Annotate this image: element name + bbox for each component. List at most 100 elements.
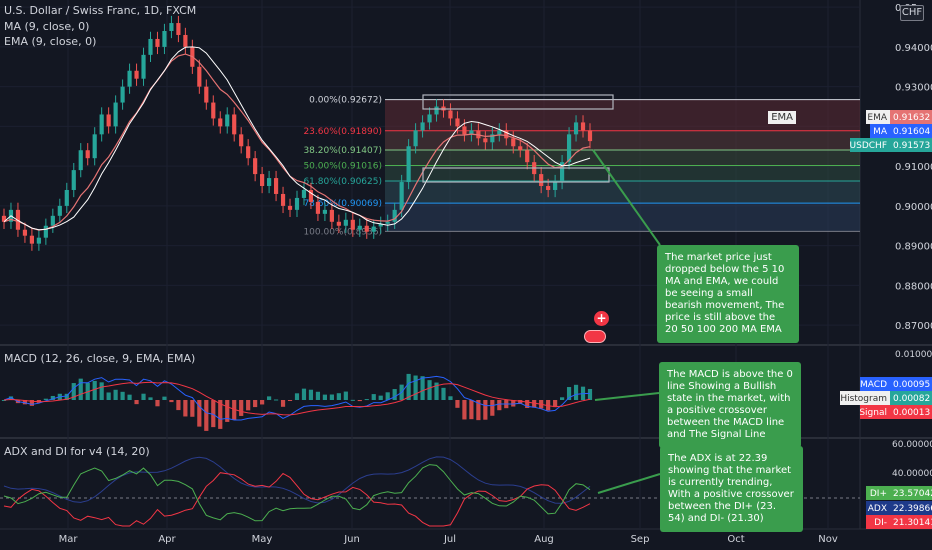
candle-body	[315, 201, 321, 214]
histogram-tag-value: 0.00082	[893, 394, 930, 404]
candle-body	[322, 209, 327, 214]
macd-histogram-bar	[546, 400, 551, 411]
candle-body	[162, 31, 167, 47]
macd-annotation: The MACD is above the 0 line Showing a B…	[659, 362, 801, 448]
fib-level-label: 38.20%(0.91407)	[303, 146, 382, 156]
macd-histogram-bar	[8, 396, 14, 400]
resistance-box	[422, 94, 614, 110]
macd-histogram-bar	[43, 398, 48, 400]
macd-histogram-bar	[343, 391, 348, 400]
symbol-title: U.S. Dollar / Swiss Franc, 1D, FXCM	[4, 4, 197, 17]
candle-body	[434, 106, 439, 115]
macd-histogram-bar	[469, 400, 474, 420]
di-minus-line	[3, 472, 591, 527]
ema-tag-value: 0.91632	[893, 113, 930, 123]
ema-tag-name: EMA	[867, 113, 887, 123]
candle-body	[357, 225, 362, 230]
signal-tag-value: 0.00013	[893, 408, 930, 418]
macd-histogram-bar	[350, 399, 355, 401]
candle-body	[260, 174, 265, 187]
currency-button[interactable]: CHF	[900, 5, 924, 21]
macd-histogram-bar	[511, 400, 516, 407]
candle-body	[308, 189, 314, 202]
macd-histogram-bar	[420, 376, 425, 400]
fib-zone	[385, 165, 860, 182]
macd-histogram-bar	[441, 387, 446, 400]
macd-histogram-bar	[134, 400, 139, 405]
macd-histogram-bar	[497, 400, 502, 411]
candle-body	[85, 150, 90, 159]
price-tag-name: USDCHF	[850, 141, 887, 151]
macd-histogram-bar	[406, 373, 411, 400]
signal-tag-name-bg	[860, 405, 890, 419]
candle-body	[155, 38, 160, 47]
candle-body	[50, 215, 55, 226]
macd-histogram-bar	[413, 375, 418, 400]
signal-tag-name: Signal	[859, 408, 887, 418]
macd-histogram-bar	[301, 388, 307, 400]
macd-histogram-bar	[162, 396, 167, 400]
adx-tag-value: 22.39866	[893, 504, 932, 514]
add-alert-button[interactable]: +	[594, 311, 609, 326]
macd-histogram-bar	[553, 400, 558, 408]
candle-body	[420, 122, 425, 131]
candle-body	[546, 186, 551, 190]
adx-tag-name: ADX	[868, 504, 887, 514]
macd-histogram-bar	[246, 400, 251, 411]
macd-histogram-bar	[378, 395, 383, 400]
di-minus-tag-value: 21.30141	[893, 518, 932, 528]
candle-body	[1, 215, 7, 222]
candle-body	[169, 23, 174, 32]
adx-legend[interactable]: ADX and DI for v4 (14, 20)	[4, 445, 150, 458]
macd-histogram-bar	[287, 400, 293, 401]
candle-body	[197, 66, 202, 87]
macd-histogram-bar	[280, 400, 286, 407]
candle-body	[120, 86, 125, 103]
candle-body	[406, 146, 411, 183]
ema-legend[interactable]: EMA (9, close, 0)	[4, 35, 97, 48]
fib-level-label: 50.00%(0.91016)	[303, 162, 382, 172]
candle-body	[239, 134, 244, 147]
macd-legend[interactable]: MACD (12, 26, close, 9, EMA, EMA)	[4, 352, 196, 365]
macd-histogram-bar	[253, 400, 258, 408]
candle-body	[134, 70, 139, 79]
fib-zone	[385, 130, 860, 150]
price-annotation: The market price just dropped below the …	[657, 245, 799, 343]
macd-histogram-bar	[518, 400, 523, 405]
event-flag-icon[interactable]	[584, 330, 606, 343]
macd-histogram-bar	[92, 380, 97, 400]
fib-level-label: 78.60%(0.90069)	[303, 199, 382, 209]
time-tick-sep: Sep	[631, 534, 650, 545]
signal-tag-value-bg	[890, 405, 932, 419]
macd-histogram-bar	[476, 400, 481, 421]
time-tick-oct: Oct	[727, 534, 744, 545]
candle-body	[525, 150, 530, 163]
candle-body	[350, 219, 355, 230]
macd-histogram-bar	[573, 384, 579, 400]
adx-annotation: The ADX is at 22.39 showing that the mar…	[660, 446, 803, 532]
candle-body	[329, 209, 334, 222]
adx-line	[3, 456, 591, 504]
macd-histogram-bar	[78, 378, 83, 400]
macd-signal-line	[3, 381, 591, 416]
candle-body	[427, 114, 432, 123]
price-tag-name-bg	[850, 138, 890, 152]
fib-zone	[385, 203, 860, 232]
support-box	[422, 167, 610, 183]
histogram-tag-value-bg	[890, 391, 932, 405]
candle-body	[78, 150, 83, 171]
macd-histogram-bar	[64, 393, 69, 400]
macd-histogram-bar	[1, 400, 7, 401]
ma-tag-value-bg	[890, 124, 932, 138]
macd-histogram-bar	[364, 399, 369, 401]
adx-tag-value-bg	[890, 501, 932, 515]
candle-body	[378, 223, 383, 227]
time-tick-apr: Apr	[158, 534, 176, 545]
candle-body	[518, 146, 523, 151]
candle-body	[336, 221, 341, 226]
ma-legend[interactable]: MA (9, close, 0)	[4, 20, 90, 33]
adx-tick: 60.00000	[892, 440, 932, 450]
